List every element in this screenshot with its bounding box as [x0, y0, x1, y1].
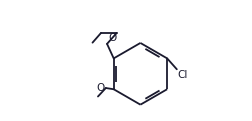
- Text: Cl: Cl: [177, 70, 187, 80]
- Text: O: O: [108, 33, 116, 43]
- Text: O: O: [96, 83, 104, 93]
